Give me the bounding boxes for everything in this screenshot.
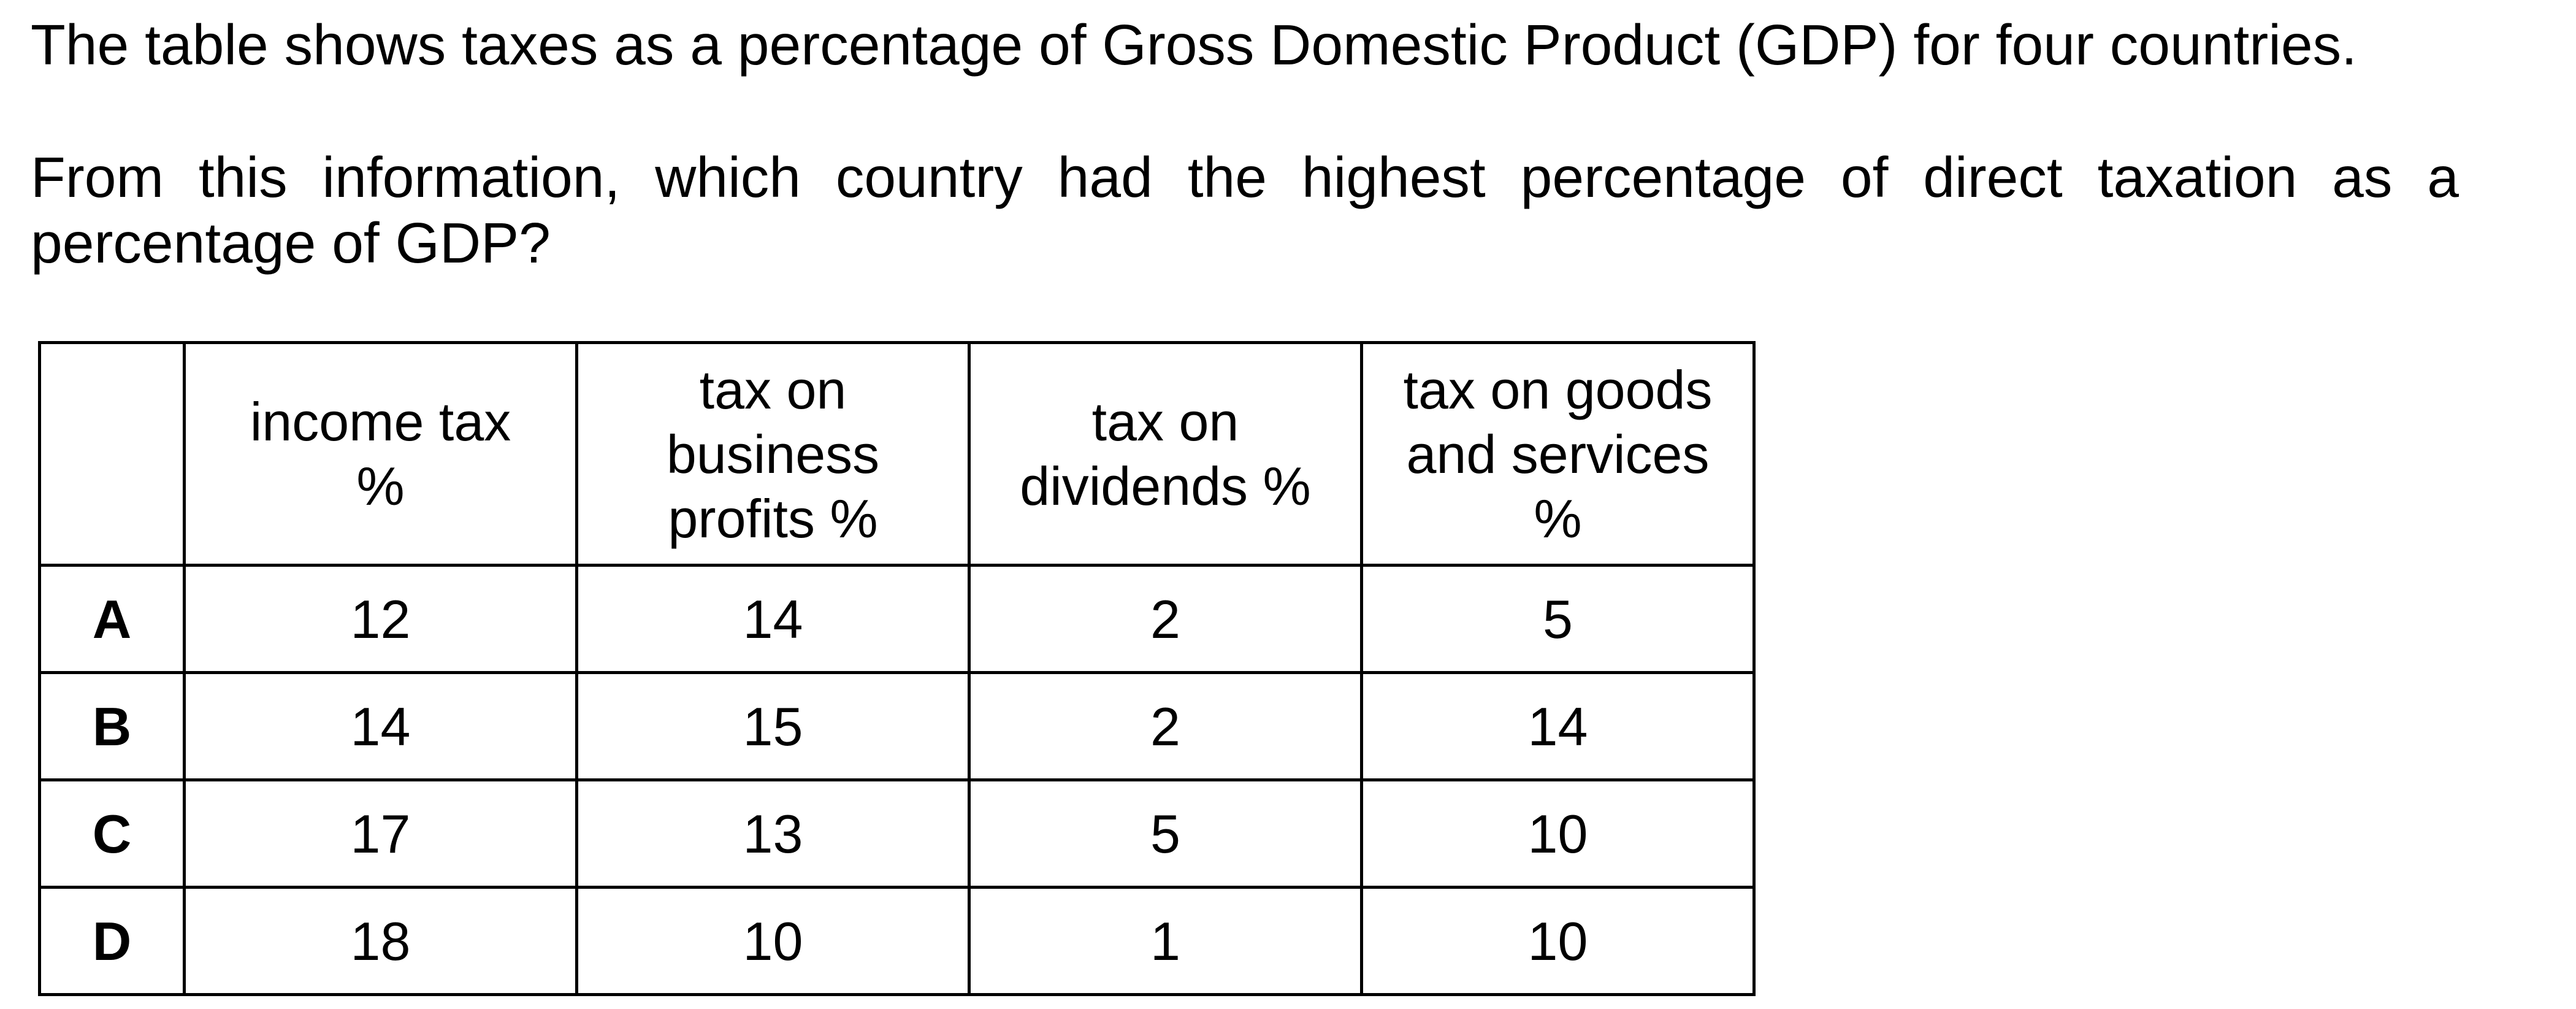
- intro-text: The table shows taxes as a percentage of…: [31, 13, 2357, 77]
- header-line: income tax: [250, 391, 511, 452]
- column-header-income-tax: income tax %: [183, 341, 578, 567]
- table-cell: 14: [1360, 671, 1756, 781]
- table-cell: 14: [183, 671, 578, 781]
- column-header-goods-services: tax on goods and services %: [1360, 341, 1756, 567]
- header-row: income tax % tax on business profits % t…: [38, 341, 1756, 567]
- table-cell: 5: [968, 778, 1363, 889]
- header-line: tax on: [699, 359, 847, 420]
- table-cell: 15: [575, 671, 971, 781]
- question-line-2: percentage of GDP?: [31, 211, 551, 275]
- table-cell: 13: [575, 778, 971, 889]
- header-line: profits %: [668, 488, 878, 549]
- column-header-dividends: tax on dividends %: [968, 341, 1363, 567]
- tax-table: income tax % tax on business profits % t…: [38, 341, 1756, 996]
- header-line: %: [356, 456, 405, 516]
- header-line: business: [666, 423, 880, 485]
- question-line-1: From this information, which country had…: [31, 145, 2459, 209]
- table-row: B 14 15 2 14: [38, 671, 1756, 781]
- table-cell: 2: [968, 564, 1363, 674]
- corner-cell: [38, 341, 186, 567]
- row-label: D: [38, 886, 186, 996]
- table-row: A 12 14 2 5: [38, 564, 1756, 674]
- header-line: tax on: [1091, 391, 1239, 452]
- table-cell: 14: [575, 564, 971, 674]
- table-cell: 10: [575, 886, 971, 996]
- table-cell: 18: [183, 886, 578, 996]
- row-label: C: [38, 778, 186, 889]
- header-line: %: [1534, 488, 1582, 549]
- table-cell: 2: [968, 671, 1363, 781]
- header-line: and services: [1406, 423, 1710, 485]
- column-header-business-profits: tax on business profits %: [575, 341, 971, 567]
- table-row: C 17 13 5 10: [38, 778, 1756, 889]
- table-cell: 10: [1360, 778, 1756, 889]
- table-cell: 17: [183, 778, 578, 889]
- table-cell: 1: [968, 886, 1363, 996]
- row-label: A: [38, 564, 186, 674]
- table-cell: 12: [183, 564, 578, 674]
- table-row: D 18 10 1 10: [38, 886, 1756, 996]
- table-cell: 10: [1360, 886, 1756, 996]
- row-label: B: [38, 671, 186, 781]
- header-line: dividends %: [1020, 456, 1311, 516]
- header-line: tax on goods: [1403, 359, 1713, 420]
- table-cell: 5: [1360, 564, 1756, 674]
